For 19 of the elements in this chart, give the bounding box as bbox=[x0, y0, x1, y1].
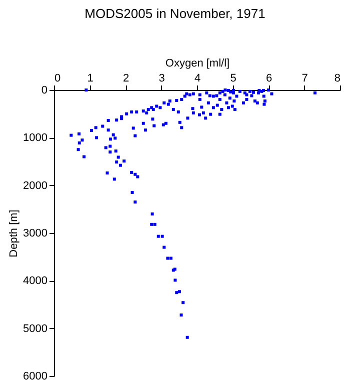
y-tick-label: 4000 bbox=[23, 275, 48, 288]
chart-title: MODS2005 in November, 1971 bbox=[84, 6, 266, 21]
y-axis-title: Depth [m] bbox=[8, 210, 20, 258]
y-tick-label: 2000 bbox=[23, 180, 48, 192]
x-tick-label: 5 bbox=[230, 72, 236, 84]
y-tick-label: 6000 bbox=[23, 370, 48, 382]
x-tick-label: 1 bbox=[87, 72, 94, 84]
x-tick-label: 3 bbox=[158, 72, 165, 84]
x-tick-label: 7 bbox=[302, 72, 308, 84]
y-tick-label: 0 bbox=[41, 84, 48, 96]
y-tick-label: 3000 bbox=[23, 228, 48, 240]
x-tick-label: 6 bbox=[266, 72, 272, 84]
x-tick-label: 2 bbox=[122, 72, 130, 84]
x-tick-label: 8 bbox=[334, 72, 340, 84]
x-tick-label: 0 bbox=[54, 72, 61, 84]
y-tick-label: 1000 bbox=[23, 132, 48, 144]
x-axis-title: Oxygen [ml/l] bbox=[165, 58, 230, 70]
y-tick-label: 5000 bbox=[23, 322, 48, 335]
x-tick-label: 4 bbox=[194, 72, 201, 84]
